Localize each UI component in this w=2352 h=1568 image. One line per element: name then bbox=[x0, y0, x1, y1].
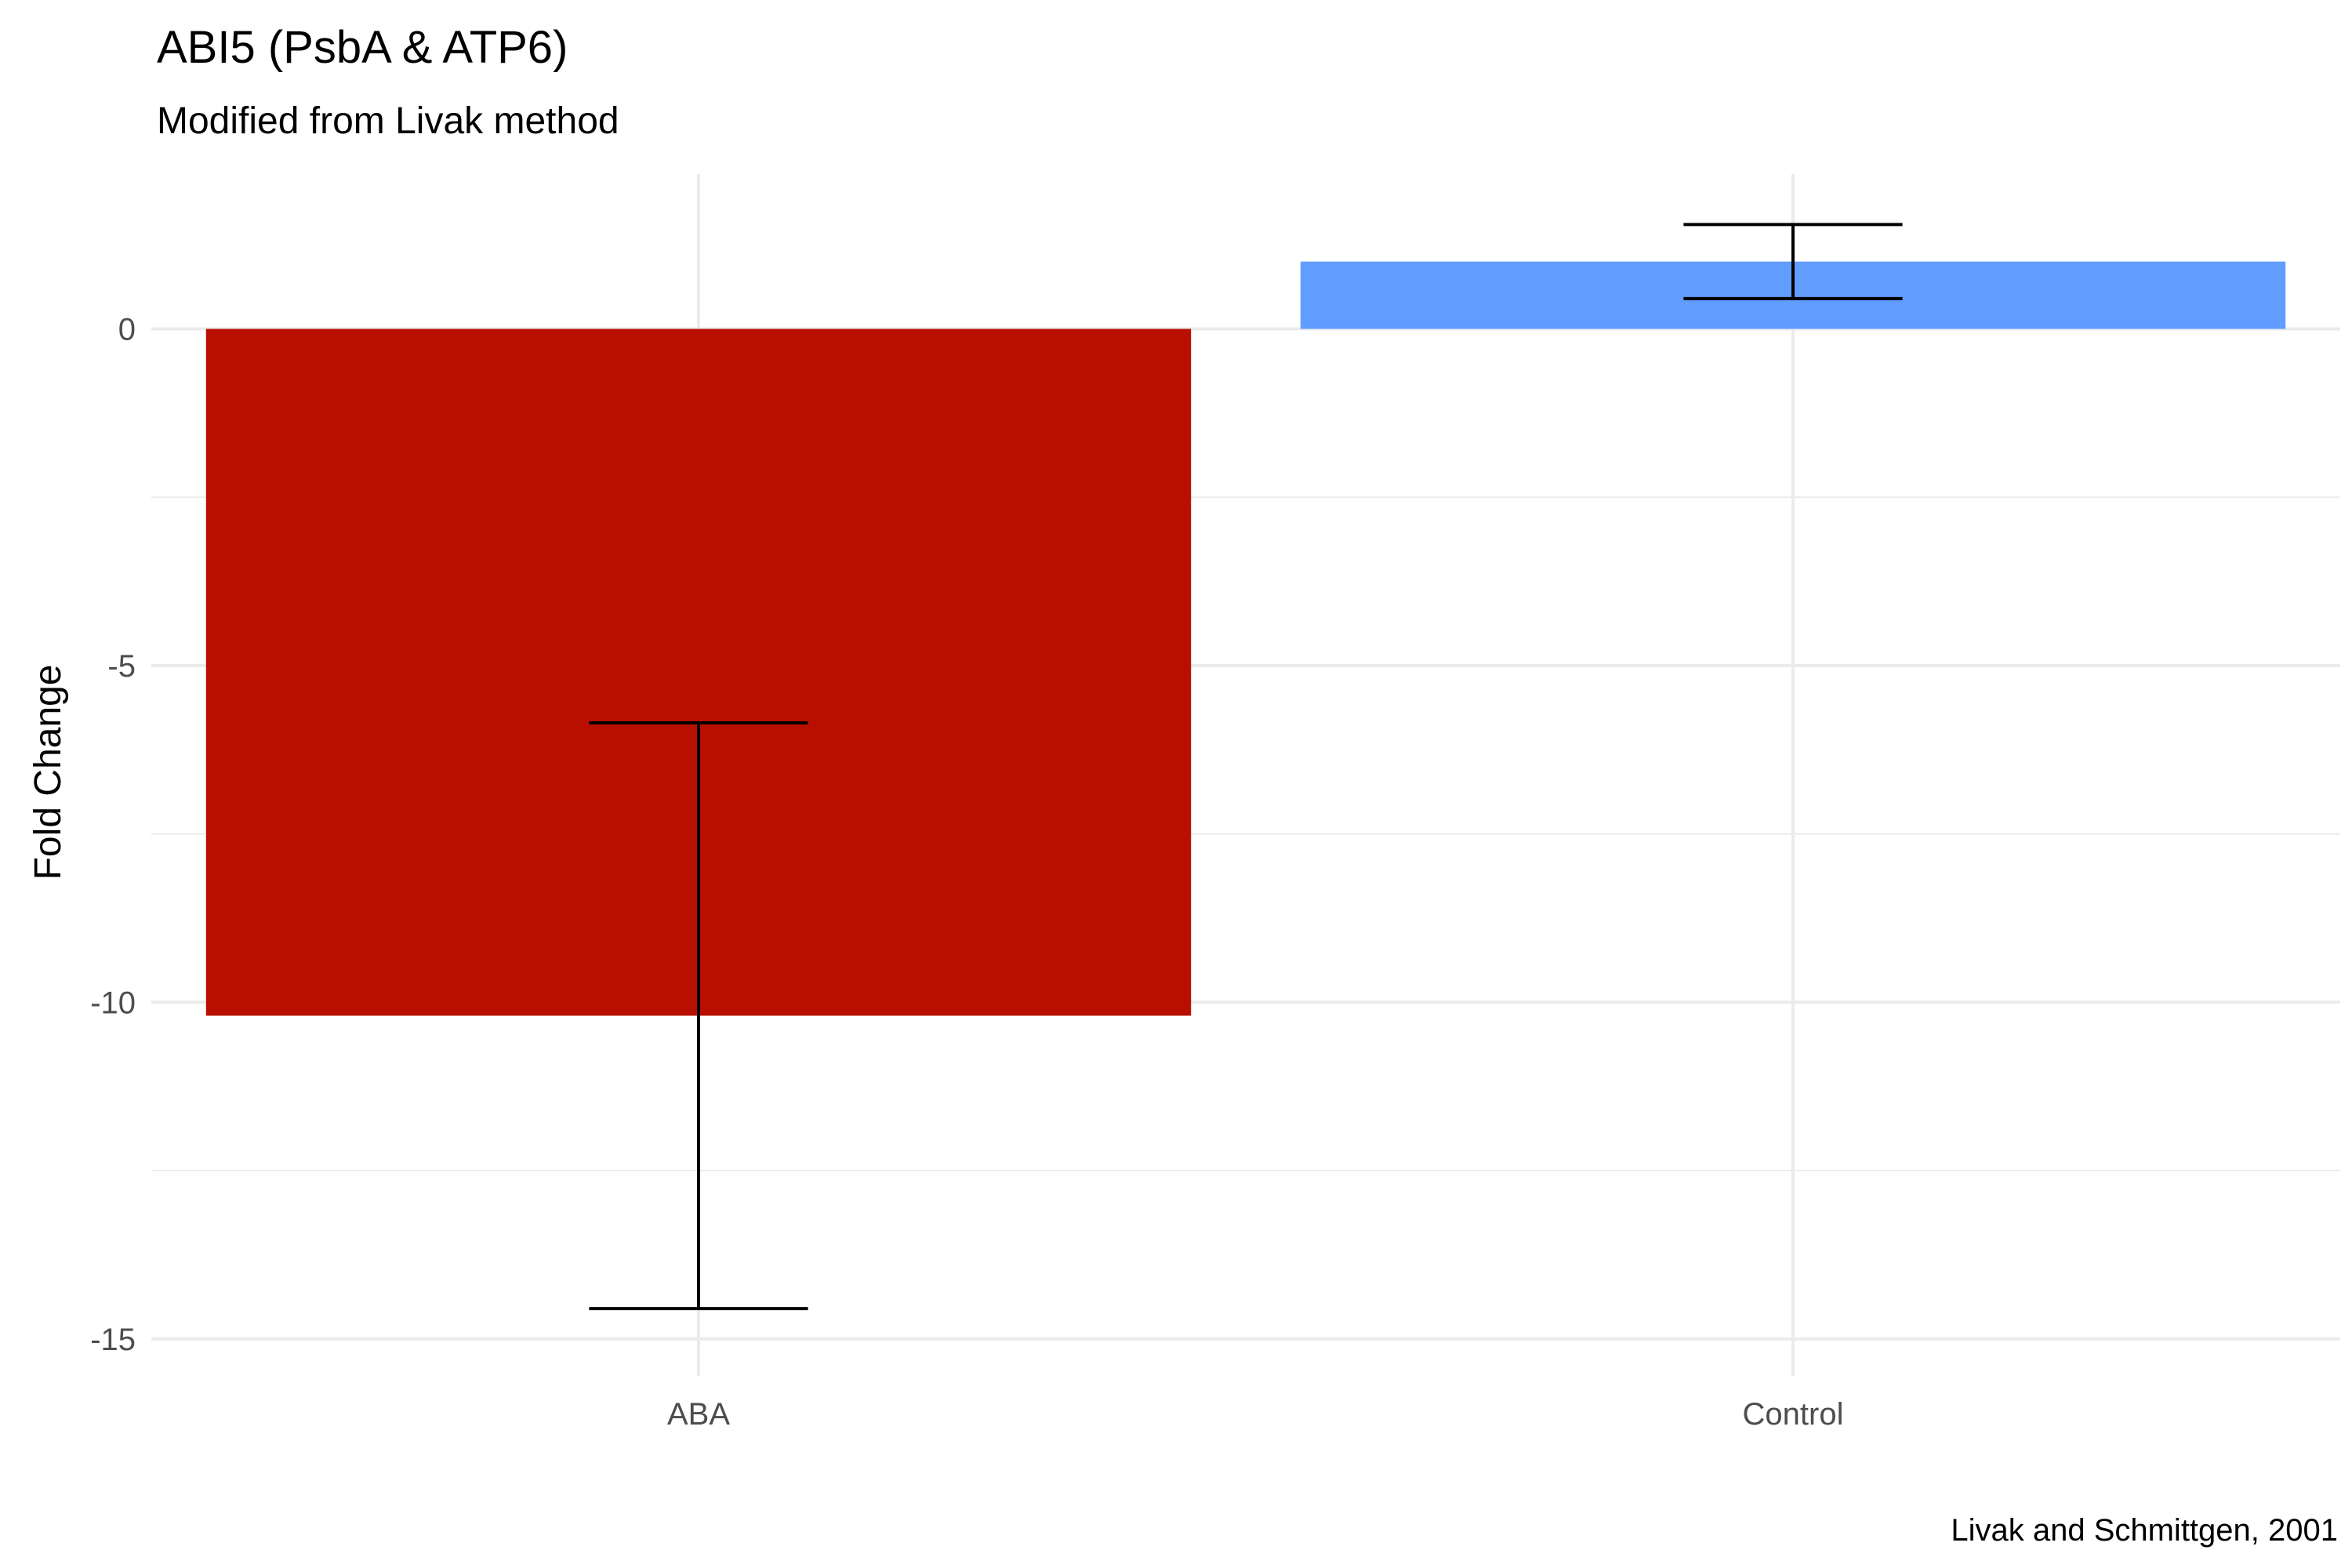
y-tick-label: -15 bbox=[90, 1323, 136, 1357]
chart-title: ABI5 (PsbA & ATP6) bbox=[157, 22, 568, 73]
error-bar-aba bbox=[589, 720, 808, 1311]
chart-caption: Livak and Schmittgen, 2001 bbox=[1951, 1513, 2338, 1548]
error-bars bbox=[589, 223, 1903, 1311]
x-tick-label: ABA bbox=[667, 1397, 730, 1432]
y-tick-label: 0 bbox=[118, 313, 136, 347]
bars bbox=[205, 261, 2286, 1016]
error-bar-control bbox=[1683, 223, 1903, 300]
y-tick-label: -5 bbox=[107, 649, 136, 684]
tick-labels: 0 -5 -10 -15 ABA Control bbox=[90, 313, 1843, 1432]
y-tick-label: -10 bbox=[90, 985, 136, 1020]
x-tick-label: Control bbox=[1743, 1397, 1844, 1432]
chart-subtitle: Modified from Livak method bbox=[157, 100, 619, 142]
y-axis-title: Fold Change bbox=[27, 665, 69, 880]
